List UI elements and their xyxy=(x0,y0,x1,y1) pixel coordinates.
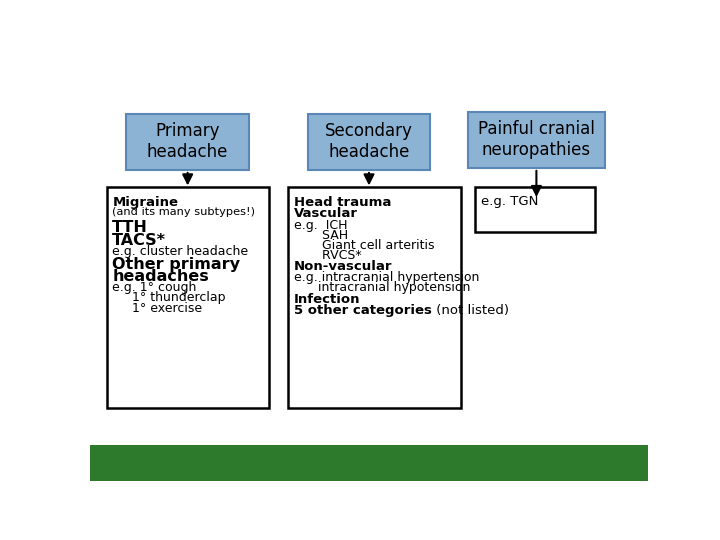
Bar xyxy=(468,112,605,168)
Text: e.g. intracranial hypertension: e.g. intracranial hypertension xyxy=(294,272,479,285)
Bar xyxy=(107,187,269,408)
Text: Head trauma: Head trauma xyxy=(294,196,391,209)
Text: e.g. 1° cough: e.g. 1° cough xyxy=(112,281,197,294)
Bar xyxy=(90,446,648,481)
Text: Infection: Infection xyxy=(294,293,360,306)
Text: e.g. TGN: e.g. TGN xyxy=(481,194,538,207)
Text: Non-vascular: Non-vascular xyxy=(294,260,392,273)
Text: Giant cell arteritis: Giant cell arteritis xyxy=(294,239,434,252)
Text: 5 other categories: 5 other categories xyxy=(294,305,431,318)
Text: intracranial hypotension: intracranial hypotension xyxy=(294,281,470,294)
Text: SAH: SAH xyxy=(294,228,348,241)
Text: e.g. cluster headache: e.g. cluster headache xyxy=(112,245,248,258)
Text: Migraine: Migraine xyxy=(112,196,179,209)
Bar xyxy=(307,113,431,170)
Text: (and its many subtypes!): (and its many subtypes!) xyxy=(112,207,256,218)
Text: TACS*: TACS* xyxy=(112,233,166,248)
Text: Vascular: Vascular xyxy=(294,207,358,220)
Text: e.g.  ICH: e.g. ICH xyxy=(294,219,347,232)
Text: headaches: headaches xyxy=(112,269,209,285)
Bar xyxy=(475,187,595,232)
Bar xyxy=(288,187,461,408)
Text: Other primary: Other primary xyxy=(112,257,240,272)
Text: 1° thunderclap: 1° thunderclap xyxy=(112,292,226,305)
Text: TTH: TTH xyxy=(112,220,148,235)
Text: Primary
headache: Primary headache xyxy=(147,123,228,161)
Text: 1° exercise: 1° exercise xyxy=(112,302,202,315)
Text: (not listed): (not listed) xyxy=(431,305,508,318)
Text: Secondary
headache: Secondary headache xyxy=(325,123,413,161)
Text: RVCS*: RVCS* xyxy=(294,248,361,261)
Text: Painful cranial
neuropathies: Painful cranial neuropathies xyxy=(478,120,595,159)
Bar xyxy=(126,113,249,170)
